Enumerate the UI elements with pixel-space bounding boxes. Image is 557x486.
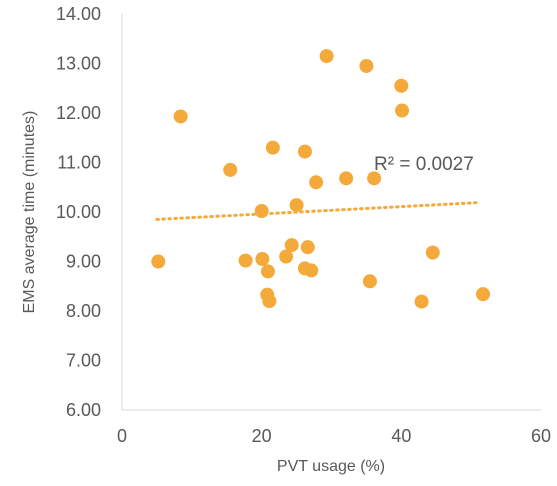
data-point [260, 264, 275, 279]
y-tick-label: 11.00 [57, 153, 101, 173]
y-tick-label: 8.00 [66, 301, 101, 321]
data-point [394, 78, 409, 93]
trendline [155, 201, 480, 221]
data-point [173, 109, 188, 124]
data-point [255, 252, 270, 267]
data-point [265, 140, 280, 155]
y-tick-label: 13.00 [56, 54, 101, 74]
data-point [284, 238, 299, 253]
x-tick-labels: 0 20 40 60 [117, 426, 551, 446]
x-tick-label: 20 [252, 426, 272, 446]
y-axis-title: EMS average time (minutes) [21, 111, 38, 314]
data-point [279, 249, 294, 264]
data-point [362, 274, 377, 289]
y-tick-label: 9.00 [66, 252, 101, 272]
x-tick-label: 60 [531, 426, 551, 446]
data-point [319, 49, 334, 64]
data-point [223, 162, 238, 177]
y-tick-label: 14.00 [56, 4, 101, 24]
axes [121, 14, 541, 411]
data-point [425, 245, 440, 260]
data-point [262, 294, 277, 309]
x-tick-label: 40 [391, 426, 411, 446]
data-point [254, 204, 269, 219]
y-tick-label: 12.00 [56, 103, 101, 123]
data-point [309, 175, 324, 190]
data-point [304, 263, 319, 278]
data-point [151, 254, 166, 269]
data-point [367, 171, 382, 186]
y-tick-labels: 6.00 7.00 8.00 9.00 10.00 11.00 12.00 13.00 14.0… [56, 4, 101, 420]
data-point [238, 253, 253, 268]
data-point [476, 287, 491, 302]
data-points [151, 49, 491, 309]
y-tick-label: 7.00 [66, 351, 101, 371]
x-axis-title: PVT usage (%) [277, 458, 385, 475]
r-squared-label: R² = 0.0027 [374, 154, 474, 175]
data-point [289, 198, 304, 213]
data-point [395, 103, 410, 118]
y-tick-label: 10.00 [56, 202, 101, 222]
data-point [359, 58, 374, 73]
data-point [339, 171, 354, 186]
data-point [414, 294, 429, 309]
x-tick-label: 0 [117, 426, 127, 446]
data-point [297, 144, 312, 159]
y-tick-label: 6.00 [66, 400, 101, 420]
data-point [300, 240, 315, 255]
